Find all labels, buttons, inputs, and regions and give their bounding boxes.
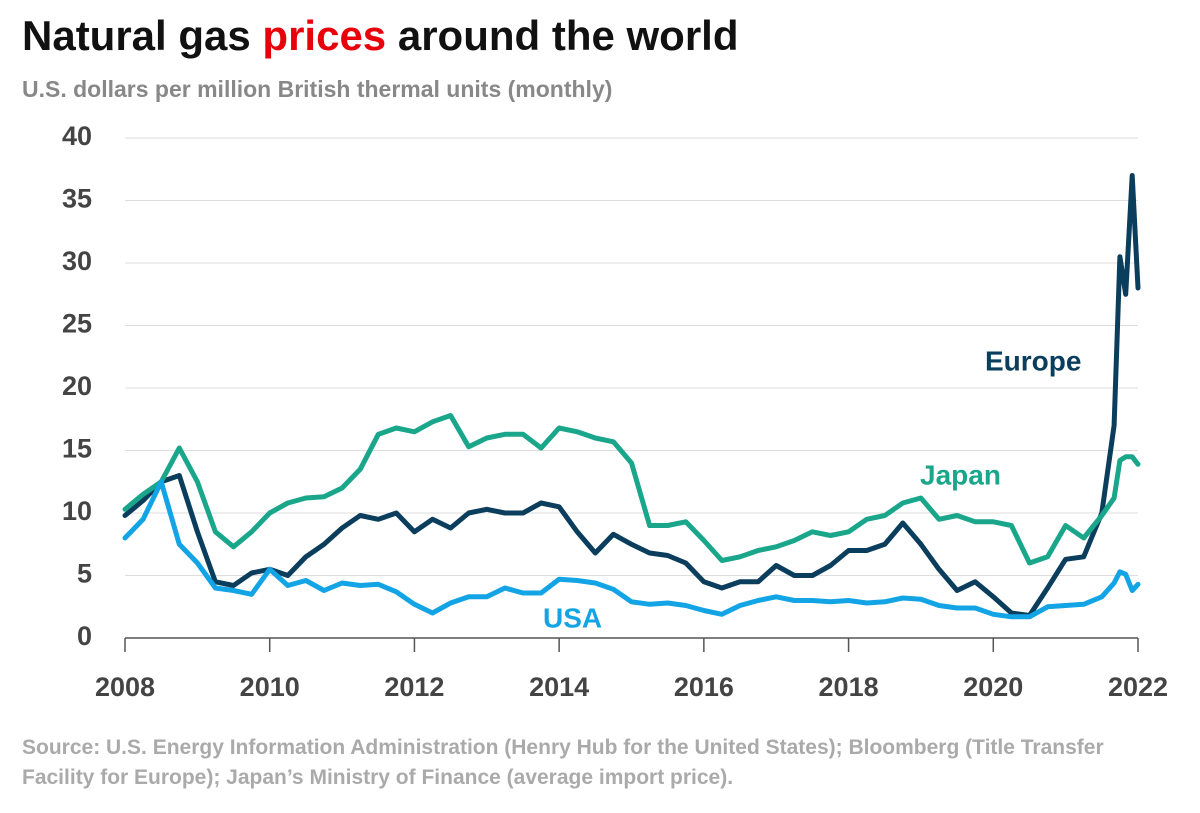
- y-tick-label: 20: [62, 371, 92, 401]
- series-line: [122, 413, 1141, 566]
- chart-title: Natural gas prices around the world: [22, 12, 739, 60]
- series-label: Europe: [985, 345, 1081, 376]
- x-tick-label: 2016: [674, 672, 734, 702]
- y-tick-label: 0: [77, 621, 92, 651]
- y-tick-label: 10: [62, 496, 92, 526]
- x-tick-label: 2010: [240, 672, 300, 702]
- y-tick-label: 25: [62, 309, 92, 339]
- x-tick-label: 2014: [529, 672, 589, 702]
- series-line: [122, 173, 1141, 618]
- x-tick-label: 2012: [384, 672, 444, 702]
- y-tick-label: 15: [62, 434, 92, 464]
- y-tick-label: 5: [77, 559, 92, 589]
- subtitle: U.S. dollars per million British thermal…: [22, 76, 613, 102]
- x-tick-label: 2020: [963, 672, 1023, 702]
- y-tick-label: 40: [62, 121, 92, 151]
- series-line: [122, 479, 1141, 620]
- y-tick-label: 35: [62, 184, 92, 214]
- source-note: Source: U.S. Energy Information Administ…: [22, 736, 1104, 789]
- x-tick-label: 2008: [95, 672, 155, 702]
- series-label: USA: [543, 602, 602, 633]
- y-tick-label: 30: [62, 246, 92, 276]
- title-part: Natural gas: [22, 12, 251, 59]
- x-tick-label: 2022: [1108, 672, 1168, 702]
- title-part: around the world: [397, 12, 739, 59]
- series-label: Japan: [920, 459, 1001, 490]
- x-tick-label: 2018: [819, 672, 879, 702]
- title-highlight: prices: [262, 12, 387, 59]
